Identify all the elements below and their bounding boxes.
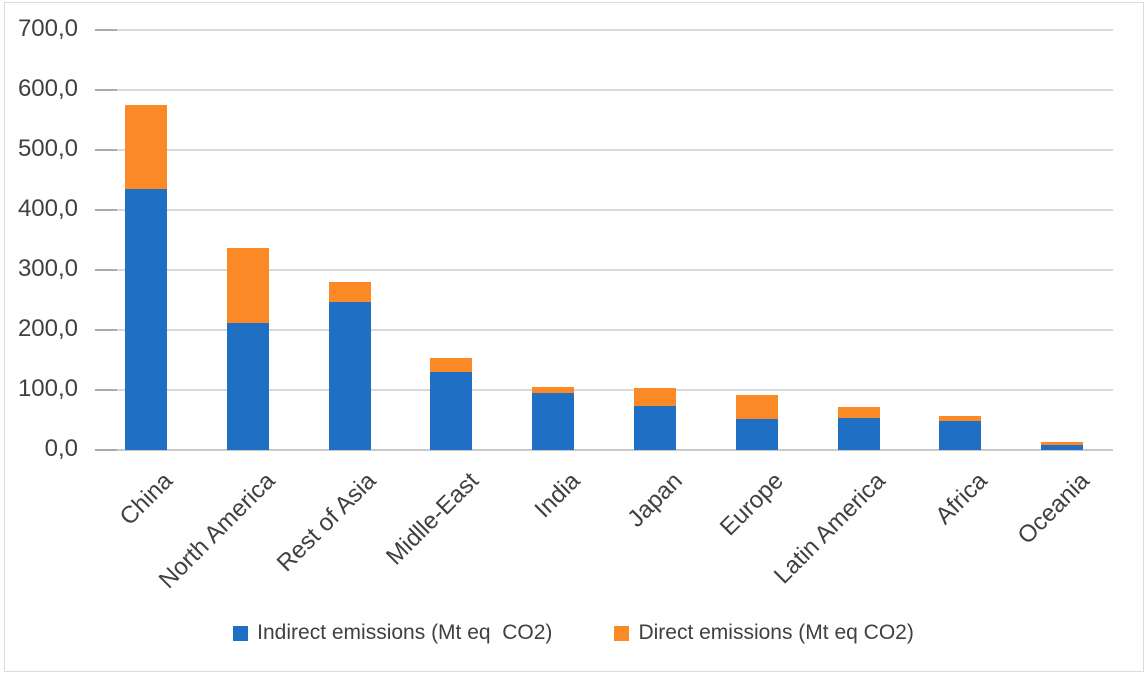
y-axis-tick-label: 600,0 (17, 75, 78, 102)
x-axis-category-label-japan: Japan (621, 467, 688, 533)
y-tick-mark (95, 389, 117, 391)
chart-legend: Indirect emissions (Mt eq CO2) Direct emi… (0, 618, 1147, 648)
legend-swatch-icon (233, 625, 249, 641)
legend-item-indirect-emissions: Indirect emissions (Mt eq CO2) (233, 621, 552, 645)
bar-segment-direct-oceania (1041, 441, 1084, 445)
y-tick-mark (95, 449, 117, 451)
gridline (95, 329, 1113, 331)
y-axis-tick-label: 700,0 (17, 15, 78, 42)
x-axis-line (95, 449, 1113, 451)
gridline (95, 29, 1113, 31)
y-axis-tick-label: 100,0 (17, 375, 78, 402)
bar-segment-indirect-midlle-east (430, 372, 473, 450)
y-tick-mark (95, 89, 117, 91)
y-axis-tick-label: 0,0 (44, 435, 78, 462)
bar-segment-direct-africa (939, 415, 982, 422)
y-tick-mark (95, 29, 117, 31)
bar-segment-indirect-europe (735, 418, 778, 450)
bar-segment-direct-europe (735, 394, 778, 419)
gridline (95, 89, 1113, 91)
x-axis-category-label-rest-of-asia: Rest of Asia (272, 467, 382, 577)
bar-segment-direct-india (532, 387, 575, 393)
y-tick-mark (95, 329, 117, 331)
y-axis-tick-label: 500,0 (17, 135, 78, 162)
bar-segment-direct-latin-america (837, 407, 880, 419)
x-axis-category-label-europe: Europe (715, 467, 790, 542)
y-axis-tick-label: 400,0 (17, 195, 78, 222)
y-tick-mark (95, 269, 117, 271)
gridline (95, 209, 1113, 211)
y-tick-mark (95, 209, 117, 211)
legend-swatch-icon (614, 625, 630, 641)
bar-segment-indirect-rest-of-asia (328, 301, 371, 450)
legend-label: Indirect emissions (Mt eq CO2) (257, 621, 553, 644)
bar-segment-direct-china (124, 105, 167, 189)
legend-item-direct-emissions: Direct emissions (Mt eq CO2) (614, 621, 914, 645)
gridline (95, 389, 1113, 391)
y-axis-tick-label: 300,0 (17, 255, 78, 282)
gridline (95, 269, 1113, 271)
bar-segment-indirect-north-america (226, 322, 269, 450)
bar-segment-direct-rest-of-asia (328, 282, 371, 302)
y-tick-mark (95, 149, 117, 151)
bar-segment-indirect-china (124, 189, 167, 450)
x-axis-category-label-midlle-east: Midlle-East (380, 467, 484, 571)
legend-label: Direct emissions (Mt eq CO2) (638, 621, 914, 644)
bar-segment-indirect-latin-america (837, 418, 880, 450)
gridline (95, 149, 1113, 151)
x-axis-category-label-oceania: Oceania (1012, 467, 1095, 550)
bar-segment-indirect-africa (939, 421, 982, 450)
bar-segment-indirect-india (532, 393, 575, 450)
bar-segment-indirect-japan (633, 405, 676, 450)
bar-segment-direct-japan (633, 387, 676, 406)
bar-segment-direct-midlle-east (430, 358, 473, 372)
bar-segment-direct-north-america (226, 247, 269, 323)
x-axis-category-label-china: China (114, 467, 179, 531)
x-axis-category-label-india: India (529, 467, 586, 524)
y-axis-tick-label: 200,0 (17, 315, 78, 342)
x-axis-category-label-africa: Africa (930, 467, 993, 530)
bar-segment-indirect-oceania (1041, 444, 1084, 450)
